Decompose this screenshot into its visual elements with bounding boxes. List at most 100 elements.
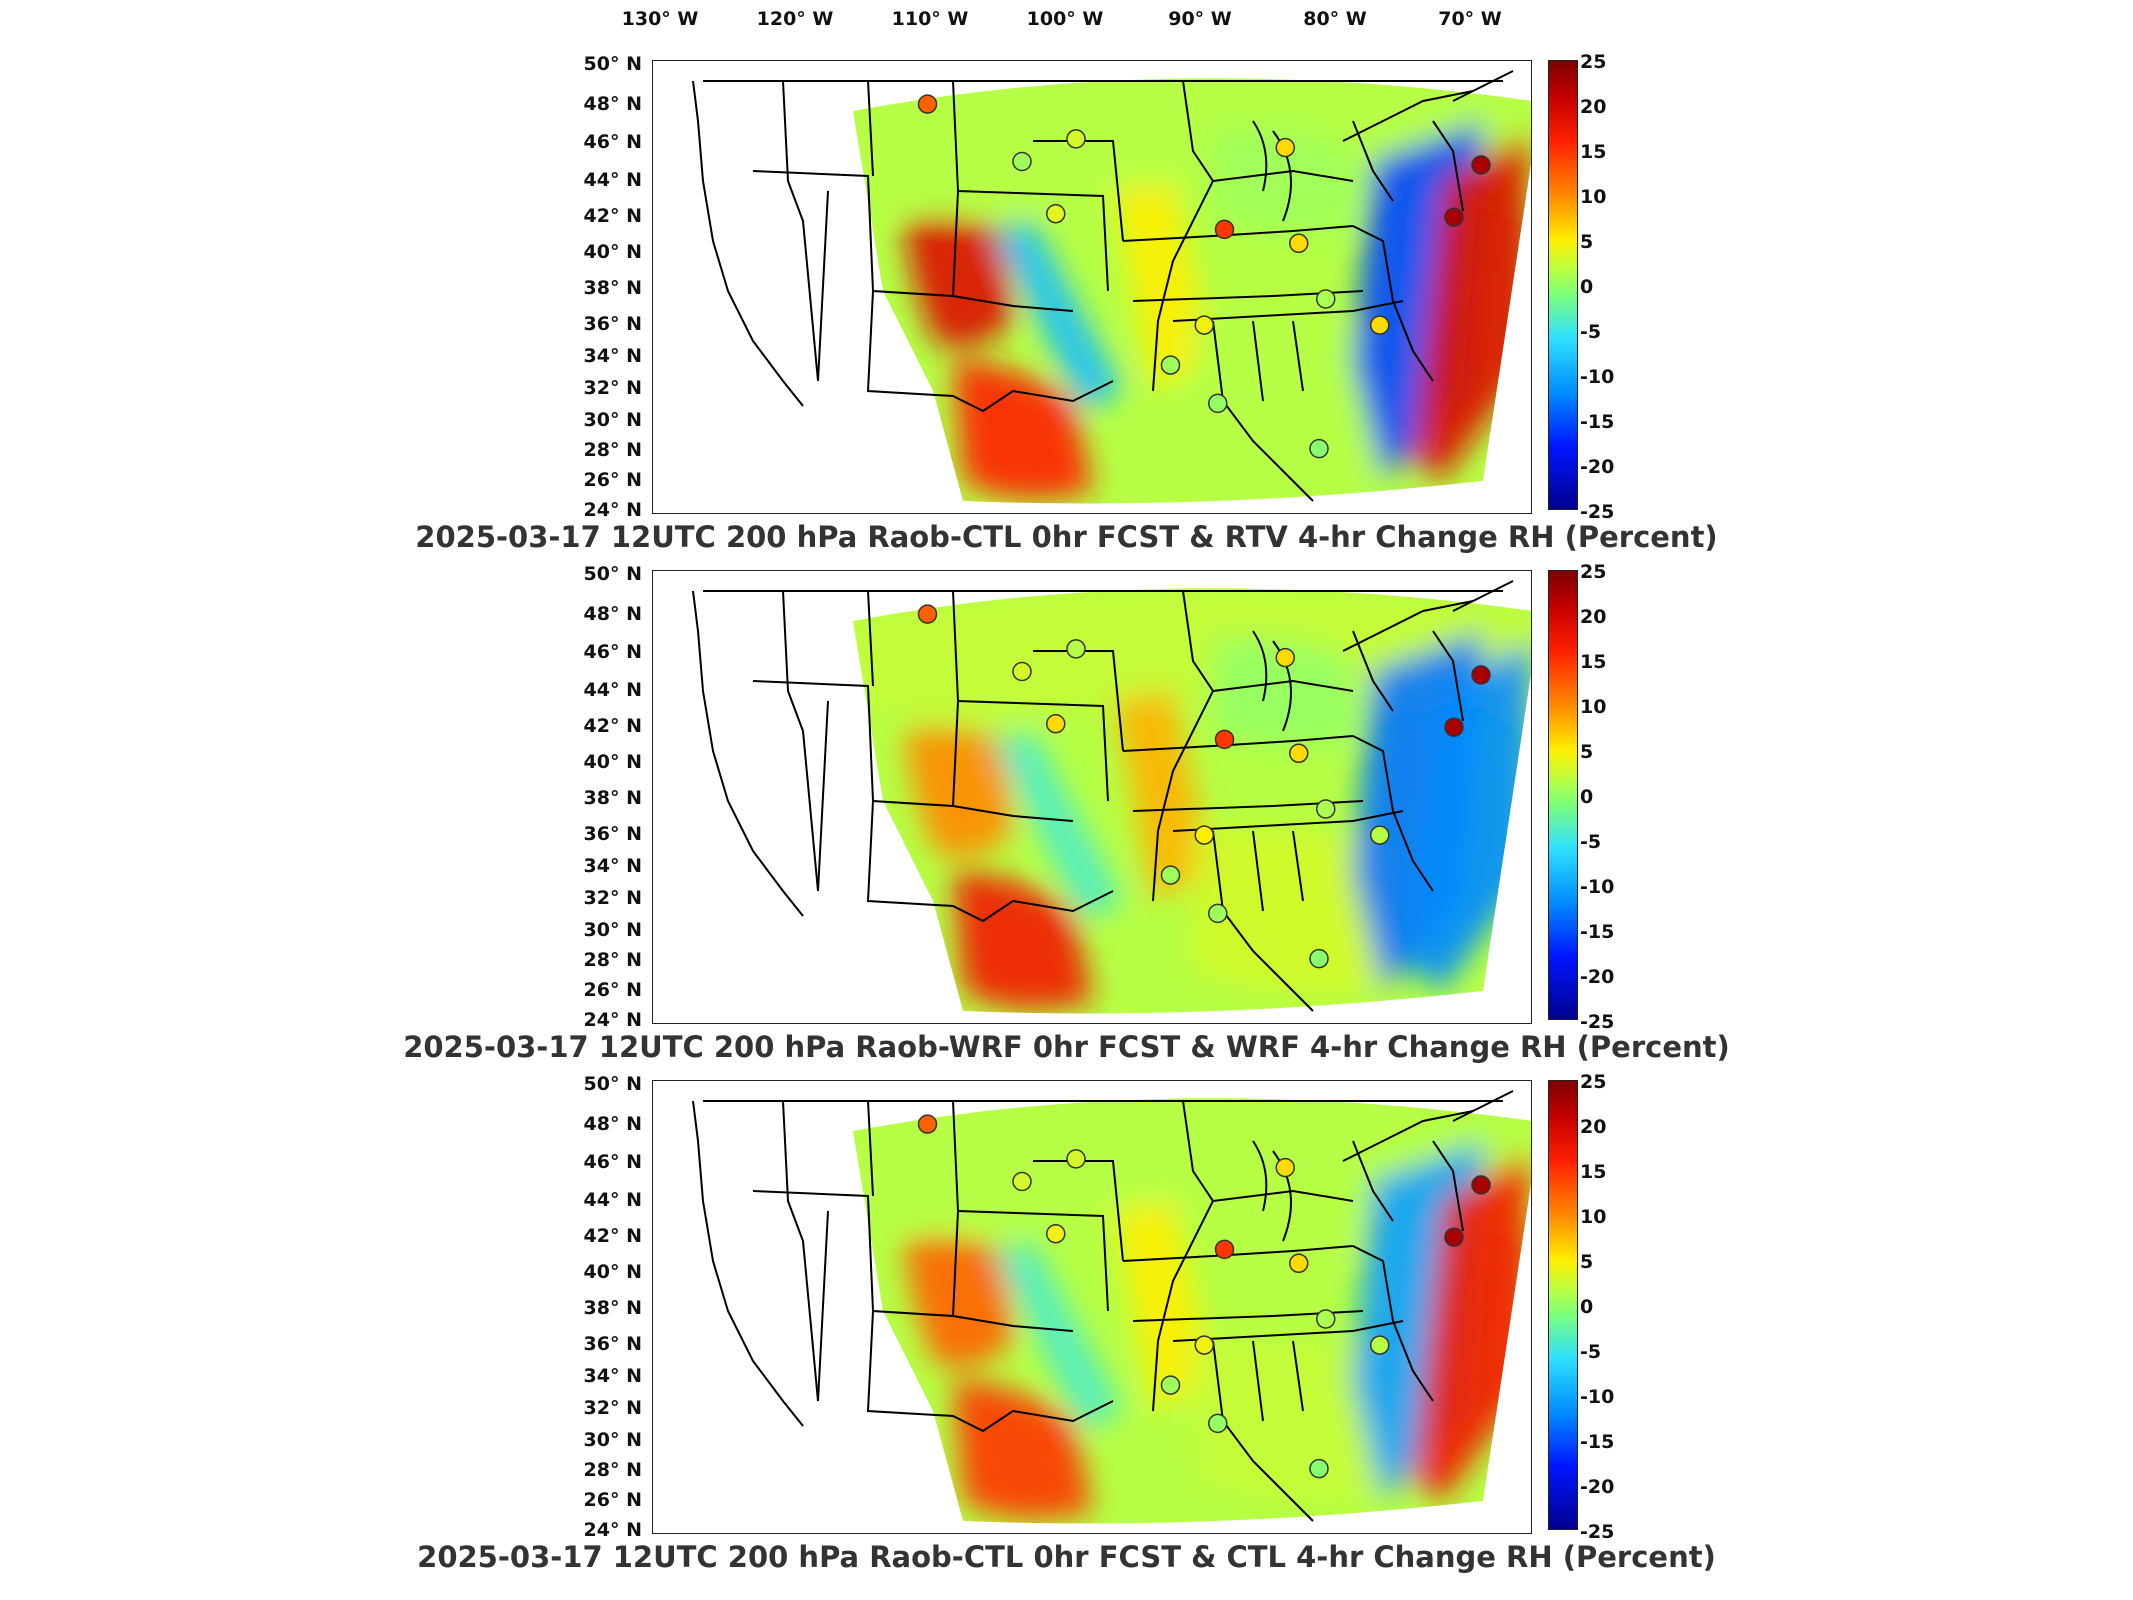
station-marker: [1046, 203, 1066, 224]
boundary-line: [1152, 590, 1215, 902]
lat-tick-label: 50° N: [583, 563, 642, 585]
map-panel-1: 50° N 48° N 46° N 44° N 42° N 40° N 38° …: [0, 51, 2133, 566]
panel-title: 2025-03-17 12UTC 200 hPa Raob-CTL 0hr FC…: [415, 520, 1718, 554]
station-marker: [1160, 1375, 1181, 1395]
boundary-line: [867, 1100, 874, 1197]
boundary-line: [1432, 120, 1464, 212]
colorbar-tick: 5: [1580, 741, 1594, 763]
boundary-line: [1172, 300, 1404, 322]
station-marker: [1370, 315, 1390, 335]
lat-tick-label: 48° N: [583, 93, 642, 115]
longitude-axis: 130° W 120° W 110° W 100° W 90° W 80° W …: [0, 0, 2133, 40]
station-marker: [1309, 1458, 1329, 1479]
colorbar-tick: 0: [1580, 276, 1594, 298]
station-marker: [1444, 207, 1464, 227]
lat-tick-label: 42° N: [583, 715, 642, 737]
lon-tick-label: 70° W: [1438, 8, 1502, 30]
panel-title: 2025-03-17 12UTC 200 hPa Raob-CTL 0hr FC…: [417, 1540, 1716, 1574]
boundary-line: [952, 700, 959, 807]
station-marker: [1289, 1253, 1309, 1274]
colorbar-tick: 25: [1580, 51, 1607, 73]
boundary-line: [1342, 600, 1474, 652]
lat-tick-label: 36° N: [583, 823, 642, 845]
colorbar-tick: -5: [1580, 1341, 1602, 1363]
colorbar-tick: -10: [1580, 366, 1615, 388]
boundary-line: [952, 1100, 1109, 1312]
boundary-line: [867, 590, 874, 687]
lat-tick-label: 50° N: [583, 1073, 642, 1095]
boundary-line: [866, 800, 1114, 923]
lat-tick-label: 32° N: [583, 377, 642, 399]
lat-tick-label: 28° N: [583, 949, 642, 971]
lat-tick-label: 46° N: [583, 131, 642, 153]
boundary-line: [1292, 830, 1304, 902]
colorbar-tick: 5: [1580, 231, 1594, 253]
boundary-line: [817, 190, 829, 382]
boundary-line: [1452, 70, 1514, 102]
station-marker: [1012, 661, 1032, 682]
lat-tick-label: 30° N: [583, 919, 642, 941]
colorbar-tick: 10: [1580, 696, 1607, 718]
boundary-line: [1292, 320, 1304, 392]
station-marker: [917, 1114, 938, 1134]
field-region-southeast: [1193, 318, 1393, 484]
colorbar-tick: -25: [1580, 1011, 1615, 1033]
lat-tick-label: 48° N: [583, 1113, 642, 1135]
colorbar-tick: 5: [1580, 1251, 1594, 1273]
boundary-line: [1292, 1340, 1304, 1412]
boundary-line: [1212, 1340, 1314, 1522]
field-region-texas-mexico-border: [953, 1381, 1093, 1519]
field-region-rockies-central: [903, 727, 1013, 858]
lat-tick-label: 26° N: [583, 979, 642, 1001]
rh-change-map: [692, 1090, 1531, 1524]
lat-tick-label: 32° N: [583, 1397, 642, 1419]
colorbar-tick: 20: [1580, 96, 1607, 118]
colorbar-tick: 20: [1580, 1116, 1607, 1138]
colorbar-tick: -5: [1580, 321, 1602, 343]
map-frame: [652, 60, 1532, 514]
boundary-line: [952, 80, 1109, 292]
boundary-line: [1252, 630, 1268, 702]
lat-tick-label: 36° N: [583, 313, 642, 335]
lat-tick-label: 38° N: [583, 1297, 642, 1319]
boundary-line: [1252, 1340, 1264, 1422]
station-marker: [1316, 1309, 1336, 1329]
boundary-line: [1252, 830, 1264, 912]
lat-tick-label: 32° N: [583, 887, 642, 909]
lat-tick-label: 26° N: [583, 1489, 642, 1511]
boundary-line: [1352, 225, 1434, 382]
boundary-line: [952, 590, 1109, 802]
station-marker: [1471, 665, 1491, 685]
boundary-line: [1033, 140, 1124, 242]
boundary-line: [782, 590, 819, 892]
colorbar-tick: -15: [1580, 921, 1615, 943]
field-region-southern-plains-diagonal-band: [993, 731, 1123, 921]
station-marker: [1160, 355, 1181, 375]
field-region-great-lakes: [1213, 638, 1353, 745]
station-marker: [1012, 151, 1032, 172]
boundary-line: [1152, 80, 1215, 392]
station-marker: [1208, 1413, 1228, 1434]
colorbar: [1548, 1080, 1578, 1530]
boundary-line: [1122, 1245, 1354, 1262]
lat-tick-label: 46° N: [583, 641, 642, 663]
station-marker: [1370, 825, 1390, 845]
colorbar: [1548, 60, 1578, 510]
boundary-line: [782, 80, 819, 382]
boundary-line: [866, 290, 1114, 413]
station-marker: [1194, 1335, 1214, 1355]
lat-tick-label: 40° N: [583, 751, 642, 773]
field-region-southern-plains-diagonal-band: [993, 221, 1123, 411]
lon-tick-label: 100° W: [1026, 8, 1104, 30]
boundary-line: [1033, 1160, 1124, 1262]
station-marker: [1214, 219, 1235, 240]
lat-tick-label: 24° N: [583, 1009, 642, 1031]
rh-change-map: [692, 580, 1531, 1014]
boundary-line: [1352, 1140, 1394, 1222]
station-marker: [1208, 903, 1228, 924]
colorbar-tick: 10: [1580, 1206, 1607, 1228]
colorbar-tick: 15: [1580, 651, 1607, 673]
raob-stations: [917, 94, 1491, 459]
colorbar-tick: -15: [1580, 411, 1615, 433]
station-marker: [1066, 1149, 1086, 1169]
